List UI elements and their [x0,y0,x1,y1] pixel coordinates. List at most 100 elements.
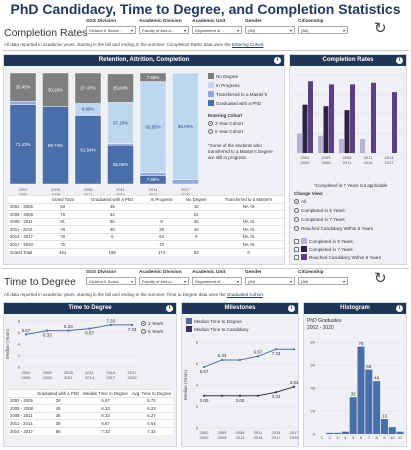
view-option-5-years[interactable]: Completed in 5 Years [294,208,345,213]
view-option-candidacy[interactable]: Reached Candidacy Within 5 Years [294,226,373,231]
refresh-icon[interactable]: ↻ [374,270,387,287]
table-cell: Grand Total [8,247,45,256]
info-icon[interactable]: i [166,305,173,312]
legend-item-in-progress: In Progress [208,82,240,88]
table-cell: 174 [143,247,180,256]
data-label: 6.33 [43,333,52,338]
checkbox-icon[interactable] [294,246,299,252]
y-tick-label: 0 [313,432,316,437]
table-cell: 75 [44,240,81,248]
bar [329,84,334,153]
info-icon[interactable]: i [396,305,403,312]
bar-segment [107,143,134,146]
data-label: 7.33 [128,327,137,332]
table-cell: 83 [179,247,214,256]
time-to-degree-panel: Time to Degree i Median (Years) 8 6 4 2 0 5.67 6… [3,302,177,447]
data-label: 13 [382,414,388,419]
bar-segment [139,81,167,173]
radio-icon [208,129,213,134]
data-label: 9.89% [82,106,95,111]
view-option-all[interactable]: All [294,199,306,204]
table-cell: 2005 - 2008 [8,210,45,218]
data-label: 56 [366,364,372,369]
table-cell [80,240,144,248]
filter-academic-unit[interactable]: Academic Unit Department of ... ▾ [192,19,242,34]
refresh-icon[interactable]: ↻ [374,20,387,37]
section-title-completion: Completion Rates [4,27,88,39]
data-point [274,391,278,394]
legend-item-7-years: Completed in 7 Years [294,246,353,252]
data-point [130,323,134,326]
x-tick-label: 11 [398,435,403,440]
option-3-years[interactable]: 3 Years [141,321,163,326]
data-label: 25.40% [15,85,30,90]
info-icon[interactable]: i [288,305,295,312]
option-3-year-cohort[interactable]: 3 Year Cohort [208,121,243,126]
info-icon[interactable]: i [396,57,403,64]
table-cell: 25 [179,217,214,226]
filter-citizenship[interactable]: Citizenship (All) ▾ [298,270,348,285]
retention-table: Grand Total Graduated with a PhD In Progre… [8,195,284,256]
data-point [46,329,49,332]
column-header: Avg. Time to Degree [129,389,173,397]
table-row: 2005 - 2008 45 6.33 6.23 [8,404,173,412]
filter-academic-unit[interactable]: Academic Unit Department of ... ▾ [192,270,242,285]
filter-citizenship[interactable]: Citizenship (All) ▾ [298,19,348,34]
column-header: Grand Total [44,195,81,203]
x-tick-label: 3 [336,435,339,440]
data-label: 6.67 [85,331,94,336]
histogram-bar [388,427,396,434]
x-tick-label: 6 [360,435,363,440]
radio-icon [208,121,213,126]
option-5-year-cohort[interactable]: 5 Year Cohort [208,129,243,134]
table-cell: 2017 - 2020 [8,240,45,248]
x-tick-label: 4 [344,435,347,440]
milestones-header: Milestones i [182,303,298,314]
filter-gender[interactable]: Gender (All) ▾ [245,19,295,34]
change-view-label: Change View: [294,191,324,196]
table-cell: 10 [179,225,214,233]
checkbox-icon[interactable] [294,254,299,260]
checkbox-icon[interactable] [294,238,299,244]
filter-academic-division[interactable]: Academic Division Faculty of Arts a... ▾ [139,19,189,34]
graduated-cohort-link[interactable]: Graduated Cohort [226,292,263,297]
data-label: 96.00% [178,124,193,129]
table-cell: 461 [44,247,81,256]
view-option-7-years[interactable]: Completed in 7 Years [294,217,345,222]
data-note: All data reported in academic years, sta… [4,42,265,47]
y-tick-label: 2 [196,404,199,409]
bar-segment [107,73,134,103]
filter-sgs-division[interactable]: SGS Division Division II Social... ▾ [86,270,136,285]
legend-swatch [208,73,214,79]
x-tick-label: 1 [321,435,324,440]
bar [302,104,308,153]
table-cell: 2005 - 2008 [8,404,35,412]
histogram-bar [365,369,373,434]
bar [308,81,313,153]
table-cell: 16 [179,202,214,211]
table-cell: 45 [80,202,144,211]
data-label: 69.74% [48,143,63,148]
filter-sgs-division[interactable]: SGS Division Division II Social... ▾ [86,19,136,34]
data-label: 3.00 [200,398,209,403]
milestones-chart: Median (Years) 8 6 4 2 0 5.67 6.33 6.67 7.33 3.00 3… [183,340,300,441]
option-5-years[interactable]: 5 Years [141,329,163,334]
data-point [109,323,112,326]
info-icon[interactable]: i [274,57,281,64]
series-line [25,324,132,335]
entering-cohort-link[interactable]: Entering Cohort [231,42,264,47]
time-to-degree-chart: Median (Years) 8 6 4 2 0 5.67 6.33 6.33 6.67 7.33 7… [5,318,138,380]
filter-gender[interactable]: Gender (All) ▾ [245,270,295,285]
series-line [203,348,294,368]
table-cell: 2002 - 2005 [8,202,45,211]
data-point [202,394,206,397]
data-point [220,394,224,397]
filter-academic-division[interactable]: Academic Division Faculty of Arts a... ▾ [139,270,189,285]
